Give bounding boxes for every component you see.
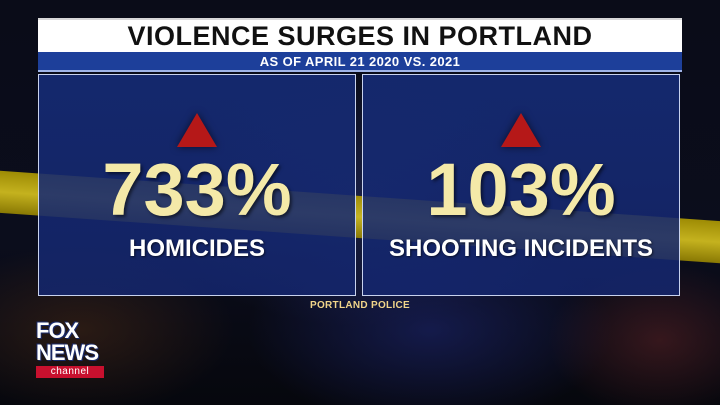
- stat-label: HOMICIDES: [128, 235, 265, 262]
- stat-label: SHOOTING INCIDENTS: [388, 235, 653, 262]
- headline-subtitle: AS OF APRIL 21 2020 VS. 2021: [38, 52, 682, 72]
- stat-value: 733%: [102, 148, 292, 231]
- up-arrow-icon: [501, 113, 541, 147]
- headline-title: VIOLENCE SURGES IN PORTLAND: [38, 18, 682, 52]
- logo-line-fox: FOX: [36, 318, 79, 343]
- logo-line-channel: channel: [36, 366, 104, 378]
- stat-panel-shootings: 103% SHOOTING INCIDENTS: [362, 74, 680, 296]
- graphic-header: VIOLENCE SURGES IN PORTLAND AS OF APRIL …: [38, 18, 682, 72]
- stat-panel-homicides: 733% HOMICIDES: [38, 74, 356, 296]
- source-credit: PORTLAND POLICE: [309, 300, 411, 311]
- up-arrow-icon: [177, 113, 217, 147]
- logo-line-news: NEWS: [36, 340, 99, 365]
- stat-value: 103%: [426, 148, 616, 231]
- fox-news-logo: FOX NEWS channel: [36, 320, 104, 388]
